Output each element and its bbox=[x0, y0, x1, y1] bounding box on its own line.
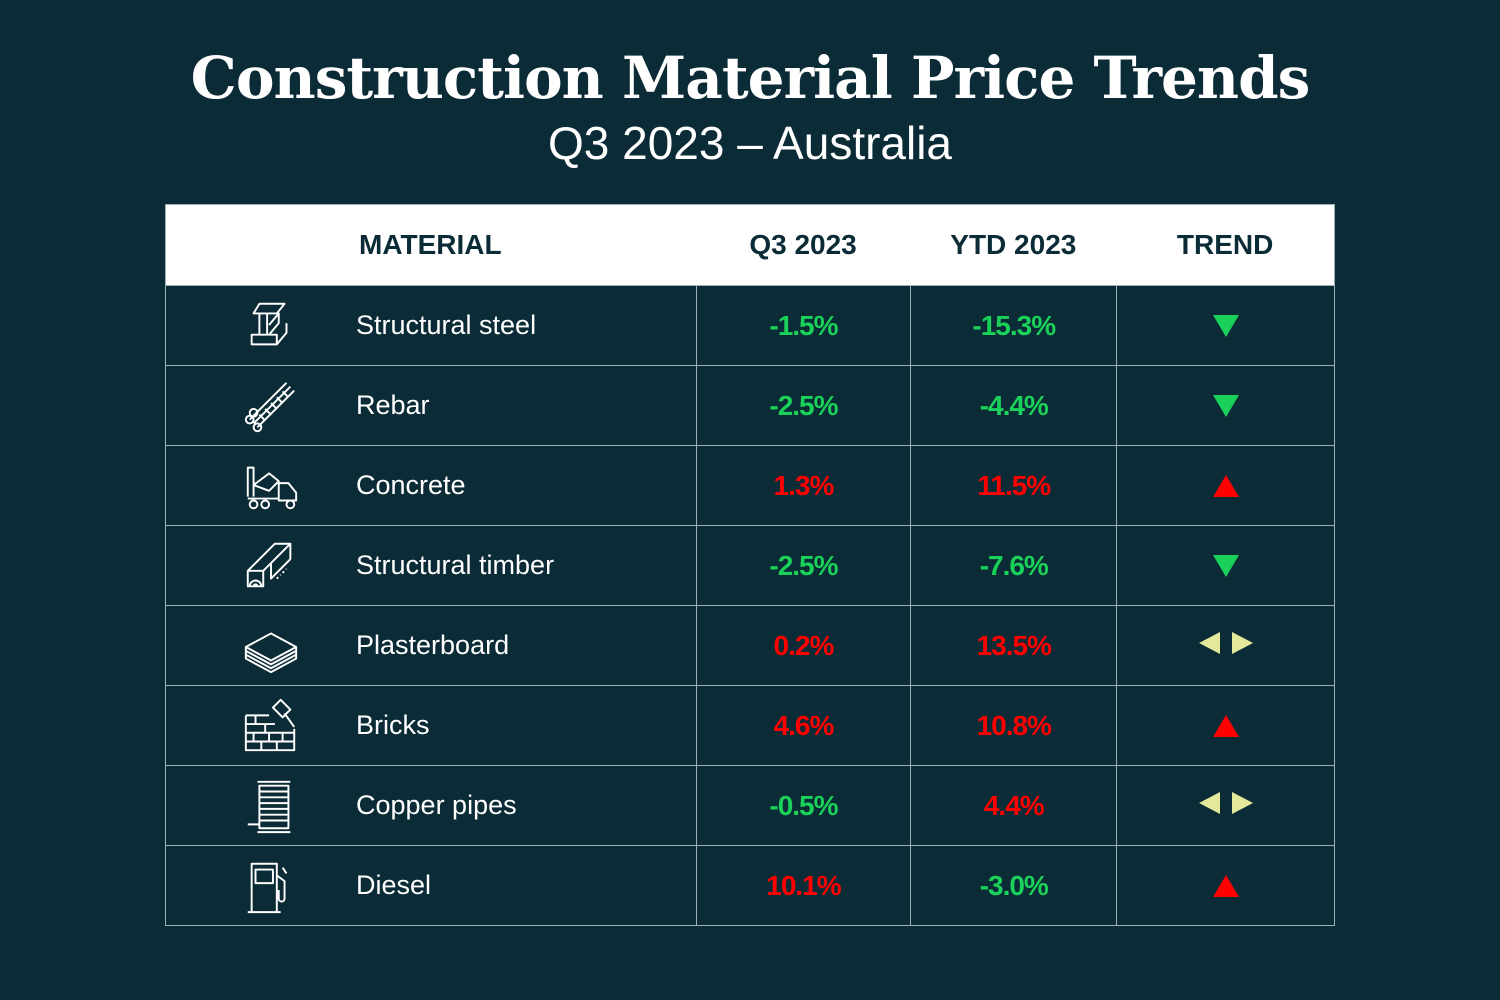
material-cell: Diesel bbox=[166, 846, 696, 925]
ytd-cell: -15.3% bbox=[910, 286, 1116, 365]
q3-cell: 0.2% bbox=[695, 606, 911, 685]
ytd-cell: 11.5% bbox=[910, 446, 1116, 525]
material-cell: Structural timber bbox=[166, 526, 696, 605]
trend-up-icon bbox=[1212, 714, 1239, 737]
ytd-value: 13.5% bbox=[976, 629, 1052, 661]
ytd-value: -4.4% bbox=[979, 389, 1049, 421]
table-row: Structural steel -1.5% -15.3% bbox=[166, 285, 1334, 365]
copper-pipe-spool-icon bbox=[247, 780, 291, 833]
material-name: Structural steel bbox=[356, 310, 537, 340]
q3-cell: -0.5% bbox=[695, 766, 911, 845]
ytd-cell: 4.4% bbox=[910, 766, 1116, 845]
material-cell: Concrete bbox=[166, 446, 696, 525]
q3-cell: -2.5% bbox=[695, 526, 911, 605]
rebar-icon bbox=[244, 381, 295, 432]
q3-cell: 1.3% bbox=[695, 446, 911, 525]
concrete-mixer-truck-icon bbox=[246, 466, 298, 509]
header-trend: TREND bbox=[1176, 229, 1274, 260]
header-q3: Q3 2023 bbox=[749, 229, 857, 260]
material-name: Concrete bbox=[356, 470, 466, 500]
table-row: Copper pipes -0.5% 4.4% bbox=[166, 765, 1334, 845]
material-cell: Bricks bbox=[166, 686, 696, 765]
trend-cell bbox=[1116, 366, 1334, 445]
material-cell: Structural steel bbox=[166, 286, 696, 365]
header-material: MATERIAL bbox=[359, 229, 502, 260]
material-cell: Copper pipes bbox=[166, 766, 696, 845]
fuel-pump-icon bbox=[247, 862, 288, 913]
price-table: MATERIAL Q3 2023 YTD 2023 TREND Structur… bbox=[165, 204, 1335, 926]
table-row: Rebar -2.5% -4.4% bbox=[166, 365, 1334, 445]
ytd-cell: 13.5% bbox=[910, 606, 1116, 685]
material-name: Diesel bbox=[356, 870, 432, 900]
plasterboard-icon bbox=[244, 631, 298, 673]
q3-cell: 4.6% bbox=[695, 686, 911, 765]
ytd-value: 11.5% bbox=[977, 469, 1051, 501]
steel-beam-icon bbox=[250, 302, 288, 345]
ytd-cell: -4.4% bbox=[910, 366, 1116, 445]
material-cell: Plasterboard bbox=[166, 606, 696, 685]
trend-cell bbox=[1116, 846, 1334, 925]
ytd-cell: 10.8% bbox=[910, 686, 1116, 765]
q3-value: -2.5% bbox=[769, 549, 838, 581]
trend-cell bbox=[1116, 766, 1334, 845]
trend-cell bbox=[1116, 446, 1334, 525]
ytd-value: -7.6% bbox=[979, 549, 1049, 581]
header-ytd: YTD 2023 bbox=[950, 229, 1077, 260]
material-name: Structural timber bbox=[356, 550, 555, 580]
table-header: MATERIAL Q3 2023 YTD 2023 TREND bbox=[166, 205, 1334, 285]
trend-cell bbox=[1116, 606, 1334, 685]
trend-down-icon bbox=[1212, 394, 1239, 417]
trend-flat-icon bbox=[1198, 632, 1253, 659]
q3-value: -0.5% bbox=[769, 789, 838, 821]
q3-cell: 10.1% bbox=[695, 846, 911, 925]
trend-cell bbox=[1116, 526, 1334, 605]
ytd-cell: -3.0% bbox=[910, 846, 1116, 925]
timber-icon bbox=[246, 542, 292, 587]
trend-down-icon bbox=[1212, 314, 1239, 337]
bricks-trowel-icon bbox=[244, 698, 296, 751]
table-row: Bricks 4.6% 10.8% bbox=[166, 685, 1334, 765]
ytd-cell: -7.6% bbox=[910, 526, 1116, 605]
q3-cell: -1.5% bbox=[695, 286, 911, 365]
ytd-value: -3.0% bbox=[979, 869, 1049, 901]
q3-value: -1.5% bbox=[769, 309, 838, 341]
trend-flat-icon bbox=[1198, 792, 1253, 819]
table-row: Plasterboard 0.2% 13.5% bbox=[166, 605, 1334, 685]
table-row: Diesel 10.1% -3.0% bbox=[166, 845, 1334, 925]
page-subtitle: Q3 2023 – Australia bbox=[547, 117, 953, 169]
ytd-value: 10.8% bbox=[976, 709, 1052, 741]
table-row: Structural timber -2.5% -7.6% bbox=[166, 525, 1334, 605]
table-row: Concrete 1.3% 11.5% bbox=[166, 445, 1334, 525]
trend-down-icon bbox=[1212, 554, 1239, 577]
q3-value: 1.3% bbox=[773, 469, 835, 501]
page-title: Construction Material Price Trends bbox=[190, 44, 1311, 112]
ytd-value: -15.3% bbox=[972, 309, 1056, 341]
q3-cell: -2.5% bbox=[695, 366, 911, 445]
q3-value: 0.2% bbox=[773, 629, 835, 661]
trend-cell bbox=[1116, 686, 1334, 765]
material-name: Copper pipes bbox=[356, 790, 517, 820]
q3-value: 10.1% bbox=[766, 869, 841, 901]
material-name: Rebar bbox=[356, 390, 430, 420]
material-name: Bricks bbox=[356, 710, 430, 740]
material-name: Plasterboard bbox=[356, 630, 510, 660]
trend-up-icon bbox=[1212, 874, 1239, 897]
q3-value: -2.5% bbox=[769, 389, 838, 421]
ytd-value: 4.4% bbox=[983, 789, 1045, 821]
q3-value: 4.6% bbox=[773, 709, 835, 741]
material-cell: Rebar bbox=[166, 366, 696, 445]
trend-cell bbox=[1116, 286, 1334, 365]
trend-up-icon bbox=[1212, 474, 1239, 497]
